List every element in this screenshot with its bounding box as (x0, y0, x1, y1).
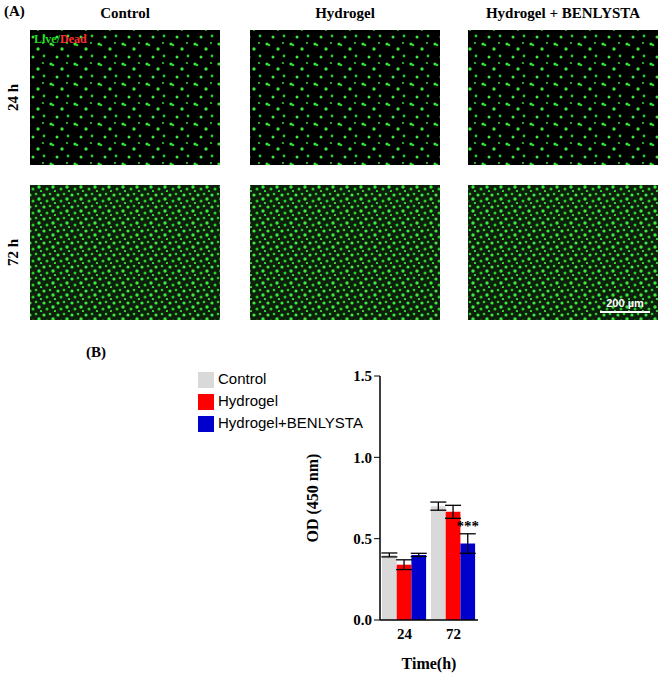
svg-text:72 h: 72 h (5, 238, 21, 266)
svg-text:(A): (A) (4, 3, 25, 20)
html-text:Hydrogel: Hydrogel (218, 392, 278, 409)
svg-text:24 h: 24 h (5, 83, 21, 111)
svg-text:0.5: 0.5 (353, 531, 372, 547)
svg-text:Control: Control (100, 5, 150, 21)
svg-text:OD (450 nm): OD (450 nm) (304, 454, 322, 543)
svg-text:Hydrogel: Hydrogel (315, 5, 375, 21)
svg-text:***: *** (457, 518, 480, 534)
svg-text:72: 72 (446, 626, 461, 642)
svg-text:Time(h): Time(h) (402, 655, 457, 673)
html-text:(B): (B) (86, 344, 106, 360)
html-text:Control: Control (218, 370, 267, 387)
svg-text:1.5: 1.5 (353, 368, 372, 384)
html-text:Hydrogel+BENLYSTA: Hydrogel+BENLYSTA (218, 414, 363, 431)
svg-text:Live/Dead: Live/Dead (34, 32, 87, 46)
svg-text:1.0: 1.0 (353, 450, 372, 466)
svg-text:200 µm: 200 µm (606, 297, 644, 309)
svg-text:Hydrogel + BENLYSTA: Hydrogel + BENLYSTA (486, 5, 640, 21)
svg-text:0.0: 0.0 (353, 612, 372, 628)
svg-text:24: 24 (397, 626, 413, 642)
